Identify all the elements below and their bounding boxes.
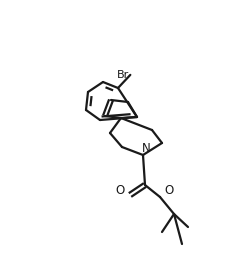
Text: Br: Br <box>117 70 129 80</box>
Text: O: O <box>116 184 125 197</box>
Text: N: N <box>142 142 150 155</box>
Text: O: O <box>164 184 173 197</box>
